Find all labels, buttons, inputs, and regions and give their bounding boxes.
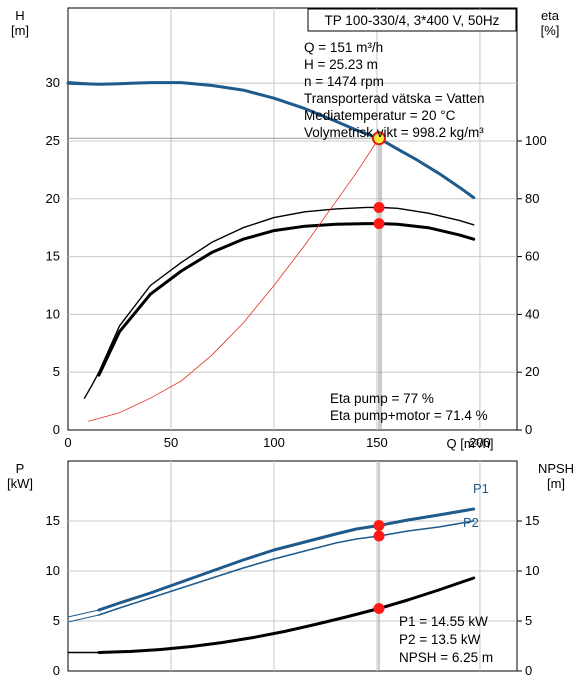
bottom-tick-labels: 0 5 10 15 0 5 10 15 <box>46 513 540 678</box>
top-series-line <box>67 81 100 86</box>
info-eta-pump-motor: Eta pump+motor = 71.4 % <box>330 408 488 423</box>
bottom-ytick-right-label: 15 <box>525 513 539 528</box>
bottom-ytick-right-label: 0 <box>525 663 532 678</box>
bottom-ylabel-left-line1: P <box>16 461 25 476</box>
info-p2: P2 = 13.5 kW <box>399 632 481 647</box>
bottom-series-line <box>98 520 475 616</box>
bottom-series-group <box>67 461 476 671</box>
info-head: H = 25.23 m <box>304 57 378 72</box>
info-p1: P1 = 14.55 kW <box>399 614 488 629</box>
bottom-ylabel-left-line2: [kW] <box>7 476 33 491</box>
header-box-text: TP 100-330/4, 3*400 V, 50Hz <box>325 13 500 28</box>
top-ytick-right-label: 40 <box>525 306 539 321</box>
series-label-p2: P2 <box>463 515 479 530</box>
top-duty-marker <box>373 201 385 213</box>
top-ytick-left-label: 20 <box>46 191 60 206</box>
bottom-grid <box>68 461 522 672</box>
bottom-duty-marker <box>373 603 385 614</box>
top-xlabel: Q [m³/h] <box>447 436 494 451</box>
top-ytick-right-label: 0 <box>525 422 532 437</box>
top-ytick-left-label: 30 <box>46 75 60 90</box>
bottom-ytick-left-label: 15 <box>46 513 60 528</box>
top-ylabel-left-line2: [m] <box>11 23 29 38</box>
bottom-ytick-left-label: 0 <box>53 663 60 678</box>
top-ylabel-right-line1: eta <box>541 8 560 23</box>
bottom-ylabel-right-line2: [m] <box>547 476 565 491</box>
info-liquid: Transporterad vätska = Vatten <box>304 91 484 106</box>
top-xtick-label: 50 <box>164 435 178 450</box>
bottom-series-line <box>97 507 476 612</box>
top-series-line <box>98 206 475 373</box>
top-ytick-left-label: 25 <box>46 133 60 148</box>
power-npsh-panel: 0 5 10 15 0 5 10 15 P [kW] NPSH [m] P1 P2 P1 = … <box>7 460 574 678</box>
top-series-line <box>83 371 100 399</box>
top-ytick-left-label: 5 <box>53 364 60 379</box>
top-ytick-right-label: 60 <box>525 249 539 264</box>
eta-info: Eta pump = 77 % Eta pump+motor = 71.4 % <box>330 391 488 423</box>
top-ylabel-right-line2: [%] <box>541 23 560 38</box>
bottom-series-line <box>67 609 100 618</box>
bottom-duty-marker <box>373 530 385 542</box>
top-series-line <box>97 222 476 377</box>
info-eta-pump: Eta pump = 77 % <box>330 391 434 406</box>
bottom-plot-area <box>67 460 518 672</box>
top-xtick-label: 100 <box>263 435 285 450</box>
top-plot-area <box>67 7 518 431</box>
top-ytick-right-label: 80 <box>525 191 539 206</box>
bottom-ylabel-right-line1: NPSH <box>538 461 574 476</box>
top-series-line <box>88 137 380 422</box>
top-tick-labels: 0 50 100 150 200 0 5 10 15 20 25 30 0 20 40 60 80 100 <box>46 75 547 450</box>
top-xtick-label: 150 <box>366 435 388 450</box>
head-efficiency-panel: 0 50 100 150 200 0 5 10 15 20 25 30 0 20 40 60 80 100 H [… <box>11 7 560 451</box>
header-box <box>307 8 517 32</box>
top-xtick-label: 0 <box>64 435 71 450</box>
bottom-ytick-right-label: 5 <box>525 613 532 628</box>
top-ytick-left-label: 10 <box>46 306 60 321</box>
info-density: Volymetrisk vikt = 998.2 kg/m³ <box>304 125 484 140</box>
top-xtick-label: 200 <box>469 435 491 450</box>
top-ytick-left-label: 15 <box>46 249 60 264</box>
top-series-line <box>66 81 476 200</box>
power-info: P1 = 14.55 kW P2 = 13.5 kW NPSH = 6.25 m <box>399 614 493 665</box>
info-npsh: NPSH = 6.25 m <box>399 650 493 665</box>
top-grid <box>68 8 522 431</box>
top-ytick-left-label: 0 <box>53 422 60 437</box>
info-flow: Q = 151 m³/h <box>304 40 383 55</box>
duty-info: Q = 151 m³/h H = 25.23 m n = 1474 rpm Tr… <box>304 40 484 140</box>
bottom-ytick-left-label: 5 <box>53 613 60 628</box>
top-ytick-right-label: 20 <box>525 364 539 379</box>
bottom-ytick-right-label: 10 <box>525 563 539 578</box>
bottom-series-line <box>67 614 100 623</box>
info-speed: n = 1474 rpm <box>304 74 384 89</box>
series-label-p1: P1 <box>473 481 489 496</box>
top-series-group <box>66 81 476 430</box>
top-duty-marker <box>372 131 387 146</box>
top-ytick-right-label: 100 <box>525 133 547 148</box>
info-temperature: Mediatemperatur = 20 °C <box>304 108 456 123</box>
bottom-series-line <box>97 576 476 654</box>
bottom-ytick-left-label: 10 <box>46 563 60 578</box>
bottom-duty-marker <box>373 520 385 531</box>
top-duty-marker <box>373 218 385 230</box>
top-ylabel-left-line1: H <box>15 8 24 23</box>
